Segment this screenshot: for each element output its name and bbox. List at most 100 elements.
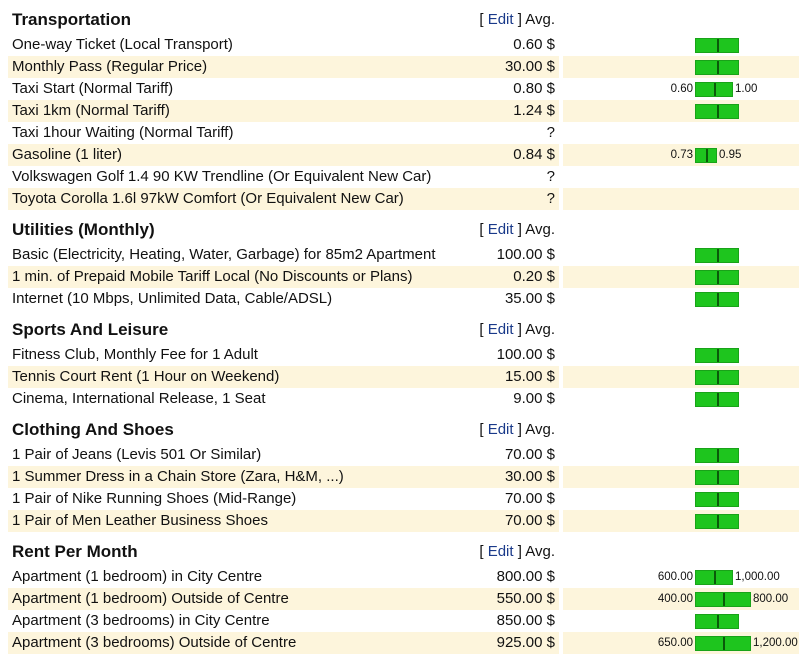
price-row: Apartment (3 bedrooms) Outside of Centre… (8, 632, 799, 654)
price-range-cell (563, 444, 799, 466)
item-price: 0.60 $ (513, 36, 555, 53)
section-title: Rent Per Month (12, 542, 138, 561)
price-range-bar (695, 636, 751, 651)
price-range-bar (695, 448, 739, 463)
range-max-label: 1,200.00 (753, 637, 798, 649)
section-edit-avg: [ Edit ] Avg. (471, 410, 559, 444)
price-row: Taxi 1km (Normal Tariff) 1.24 $ (8, 100, 799, 122)
item-name: Monthly Pass (Regular Price) (8, 56, 471, 78)
bracket-open: [ (479, 221, 484, 238)
price-range-cell: 400.00 800.00 (563, 588, 799, 610)
item-name: Taxi Start (Normal Tariff) (12, 80, 174, 97)
item-name: Basic (Electricity, Heating, Water, Garb… (12, 246, 436, 263)
range-max-label: 1,000.00 (735, 571, 780, 583)
price-range-cell (563, 510, 799, 532)
section-header: Rent Per Month [ Edit ] Avg. (8, 532, 799, 566)
bracket-close: ] (517, 11, 522, 28)
item-name: Internet (10 Mbps, Unlimited Data, Cable… (12, 290, 333, 307)
price-range-cell (563, 388, 799, 410)
bracket-close: ] (517, 321, 522, 338)
item-price: 15.00 $ (471, 366, 559, 388)
price-range-bar (695, 592, 751, 607)
price-range-bar (695, 104, 739, 119)
avg-label: Avg. (525, 221, 555, 238)
item-price: 1.24 $ (471, 100, 559, 122)
edit-link[interactable]: Edit (487, 11, 514, 28)
section-header: Sports And Leisure [ Edit ] Avg. (8, 310, 799, 344)
price-row: Taxi 1hour Waiting (Normal Tariff)? (8, 122, 799, 144)
bracket-close: ] (517, 221, 522, 238)
price-row: 1 Pair of Nike Running Shoes (Mid-Range)… (8, 488, 799, 510)
item-name: 1 Pair of Nike Running Shoes (Mid-Range) (12, 490, 297, 507)
section-title: Sports And Leisure (12, 320, 169, 339)
section-header: Utilities (Monthly) [ Edit ] Avg. (8, 210, 799, 244)
price-range-bar (695, 292, 739, 307)
avg-label: Avg. (525, 321, 555, 338)
section-edit-avg: [ Edit ] Avg. (471, 310, 559, 344)
edit-link[interactable]: Edit (487, 221, 514, 238)
item-name: Taxi 1hour Waiting (Normal Tariff) (12, 124, 234, 141)
item-price: 35.00 $ (504, 290, 555, 307)
price-range-cell: 650.00 1,200.00 (563, 632, 799, 654)
price-row: Cinema, International Release, 1 Seat 9.0… (8, 388, 799, 410)
price-range-cell (563, 122, 799, 144)
price-range-bar (695, 514, 739, 529)
item-price: 0.84 $ (471, 144, 559, 166)
price-row: Internet (10 Mbps, Unlimited Data, Cable… (8, 288, 799, 310)
item-name: Tennis Court Rent (1 Hour on Weekend) (8, 366, 471, 388)
price-range-bar (695, 148, 717, 163)
price-range-cell: 600.00 1,000.00 (563, 566, 799, 588)
section-header: Clothing And Shoes [ Edit ] Avg. (8, 410, 799, 444)
item-name: Apartment (1 bedroom) Outside of Centre (8, 588, 471, 610)
section-title: Utilities (Monthly) (12, 220, 155, 239)
item-name: Volkswagen Golf 1.4 90 KW Trendline (Or … (12, 168, 432, 185)
price-range-cell (563, 266, 799, 288)
price-range-bar (695, 570, 733, 585)
price-range-cell (563, 56, 799, 78)
item-price: 100.00 $ (496, 246, 555, 263)
price-range-bar (695, 370, 739, 385)
item-price: 30.00 $ (471, 56, 559, 78)
price-row: Fitness Club, Monthly Fee for 1 Adult 100… (8, 344, 799, 366)
avg-label: Avg. (525, 421, 555, 438)
price-range-cell (563, 366, 799, 388)
price-range-cell (563, 188, 799, 210)
item-name: 1 Summer Dress in a Chain Store (Zara, H… (8, 466, 471, 488)
edit-link[interactable]: Edit (487, 543, 514, 560)
range-min-label: 400.00 (657, 593, 693, 605)
price-row: Gasoline (1 liter) 0.84 $ 0.73 0.95 (8, 144, 799, 166)
item-name: 1 Pair of Jeans (Levis 501 Or Similar) (12, 446, 262, 463)
price-row: Basic (Electricity, Heating, Water, Garb… (8, 244, 799, 266)
item-name: Gasoline (1 liter) (8, 144, 471, 166)
item-price: 0.20 $ (471, 266, 559, 288)
item-price: ? (546, 168, 555, 185)
item-price: 850.00 $ (496, 612, 555, 629)
item-name: One-way Ticket (Local Transport) (12, 36, 233, 53)
bracket-open: [ (479, 421, 484, 438)
price-range-bar (695, 392, 739, 407)
section-title: Clothing And Shoes (12, 420, 174, 439)
price-row: 1 Pair of Men Leather Business Shoes 70.0… (8, 510, 799, 532)
price-range-cell: 0.73 0.95 (563, 144, 799, 166)
price-range-cell (563, 488, 799, 510)
avg-label: Avg. (525, 11, 555, 28)
range-min-label: 0.60 (670, 83, 693, 95)
price-row: Apartment (3 bedrooms) in City Centre 850… (8, 610, 799, 632)
edit-link[interactable]: Edit (487, 321, 514, 338)
edit-link[interactable]: Edit (487, 421, 514, 438)
price-range-cell (563, 244, 799, 266)
item-name: 1 min. of Prepaid Mobile Tariff Local (N… (8, 266, 471, 288)
item-price: 100.00 $ (496, 346, 555, 363)
item-price: 925.00 $ (471, 632, 559, 654)
section-edit-avg: [ Edit ] Avg. (471, 210, 559, 244)
price-range-bar (695, 38, 739, 53)
range-min-label: 650.00 (657, 637, 693, 649)
price-row: Apartment (1 bedroom) in City Centre 800.… (8, 566, 799, 588)
item-price: 30.00 $ (471, 466, 559, 488)
price-range-cell (563, 100, 799, 122)
price-range-cell (563, 34, 799, 56)
bracket-open: [ (479, 543, 484, 560)
item-name: Toyota Corolla 1.6l 97kW Comfort (Or Equ… (8, 188, 471, 210)
price-range-bar (695, 470, 739, 485)
section-title: Transportation (12, 10, 132, 29)
